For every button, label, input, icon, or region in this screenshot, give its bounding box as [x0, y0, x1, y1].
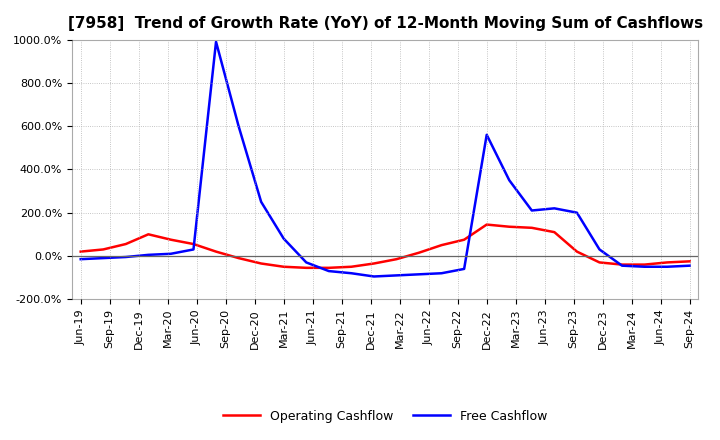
Free Cashflow [640, 264, 649, 269]
Free Cashflow [369, 274, 378, 279]
Free Cashflow [122, 254, 130, 260]
Operating Cashflow [685, 259, 694, 264]
Operating Cashflow [279, 264, 288, 269]
Operating Cashflow [369, 261, 378, 266]
Operating Cashflow [122, 242, 130, 247]
Free Cashflow [460, 266, 469, 271]
Operating Cashflow [528, 225, 536, 231]
Free Cashflow [325, 268, 333, 274]
Operating Cashflow [347, 264, 356, 269]
Free Cashflow [528, 208, 536, 213]
Operating Cashflow [166, 237, 175, 242]
Line: Free Cashflow: Free Cashflow [81, 42, 690, 276]
Free Cashflow [347, 271, 356, 276]
Operating Cashflow [392, 257, 401, 262]
Operating Cashflow [144, 231, 153, 237]
Title: [7958]  Trend of Growth Rate (YoY) of 12-Month Moving Sum of Cashflows: [7958] Trend of Growth Rate (YoY) of 12-… [68, 16, 703, 32]
Free Cashflow [437, 271, 446, 276]
Free Cashflow [618, 263, 626, 268]
Operating Cashflow [663, 260, 672, 265]
Operating Cashflow [460, 237, 469, 242]
Operating Cashflow [234, 256, 243, 261]
Free Cashflow [302, 260, 310, 265]
Free Cashflow [482, 132, 491, 137]
Free Cashflow [212, 39, 220, 44]
Free Cashflow [550, 205, 559, 211]
Operating Cashflow [325, 265, 333, 271]
Operating Cashflow [99, 247, 107, 252]
Free Cashflow [572, 210, 581, 215]
Operating Cashflow [415, 250, 423, 255]
Operating Cashflow [595, 260, 604, 265]
Free Cashflow [392, 273, 401, 278]
Operating Cashflow [189, 242, 198, 247]
Operating Cashflow [505, 224, 513, 229]
Operating Cashflow [618, 262, 626, 267]
Operating Cashflow [302, 265, 310, 271]
Operating Cashflow [76, 249, 85, 254]
Legend: Operating Cashflow, Free Cashflow: Operating Cashflow, Free Cashflow [218, 405, 552, 428]
Operating Cashflow [482, 222, 491, 227]
Free Cashflow [144, 252, 153, 257]
Free Cashflow [505, 178, 513, 183]
Free Cashflow [415, 271, 423, 277]
Free Cashflow [257, 199, 266, 205]
Operating Cashflow [212, 249, 220, 254]
Operating Cashflow [550, 230, 559, 235]
Free Cashflow [166, 251, 175, 257]
Operating Cashflow [257, 261, 266, 266]
Line: Operating Cashflow: Operating Cashflow [81, 224, 690, 268]
Free Cashflow [189, 247, 198, 252]
Free Cashflow [663, 264, 672, 269]
Operating Cashflow [437, 242, 446, 248]
Operating Cashflow [572, 249, 581, 254]
Free Cashflow [234, 124, 243, 129]
Operating Cashflow [640, 262, 649, 267]
Free Cashflow [76, 257, 85, 262]
Free Cashflow [279, 236, 288, 241]
Free Cashflow [99, 256, 107, 261]
Free Cashflow [595, 247, 604, 252]
Free Cashflow [685, 263, 694, 268]
